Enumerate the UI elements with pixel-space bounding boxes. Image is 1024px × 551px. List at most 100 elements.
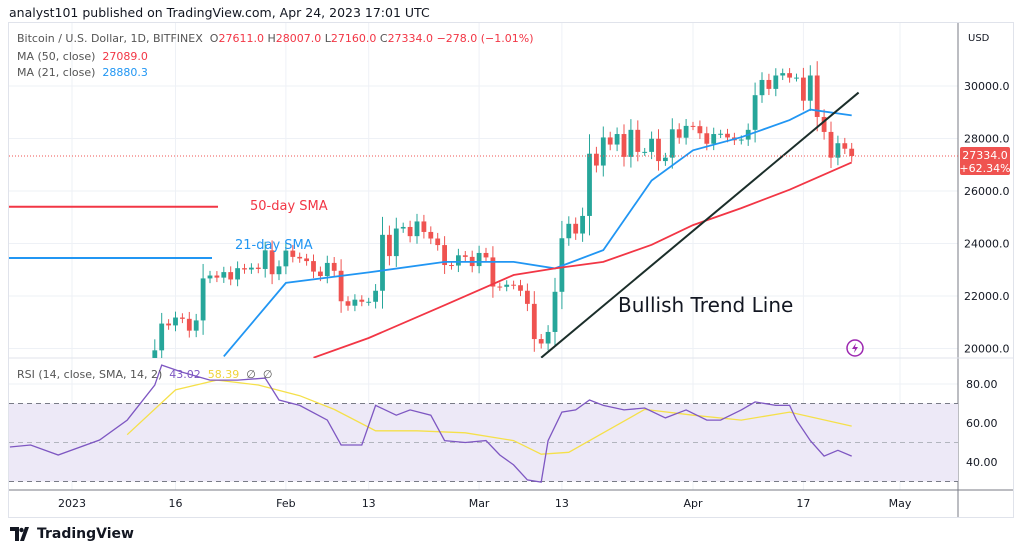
candle <box>393 217 399 267</box>
candle <box>166 319 171 330</box>
candle <box>600 126 606 177</box>
candle-body <box>573 223 579 234</box>
candle <box>462 250 468 262</box>
time-tick-label: 2023 <box>58 497 86 510</box>
candle <box>718 129 723 139</box>
candle-body <box>787 73 792 78</box>
candle-body <box>711 134 717 144</box>
rsi-band <box>9 403 958 482</box>
candle-body <box>821 116 827 132</box>
low-label: L <box>324 32 331 45</box>
symbol-title: Bitcoin / U.S. Dollar, 1D, BITFINEX <box>17 32 203 45</box>
candle-body <box>173 317 178 326</box>
price-axis-unit: USD <box>968 33 990 44</box>
candle-body <box>780 73 786 76</box>
change-value: −278.0 (−1.01%) <box>436 32 534 45</box>
price-tick-label: 24000.0 <box>964 238 1010 251</box>
candle <box>849 142 855 162</box>
candle <box>587 134 592 236</box>
candle-body <box>828 131 834 158</box>
candle <box>787 68 792 83</box>
candle-body <box>759 79 765 96</box>
candle-body <box>842 143 848 149</box>
candle-body <box>255 267 261 269</box>
candle <box>531 291 537 352</box>
candle <box>656 129 661 171</box>
candle-body <box>635 129 641 152</box>
candle <box>690 121 696 131</box>
candle-body <box>180 317 185 319</box>
rsi-sma-line <box>126 379 852 455</box>
candle <box>428 226 434 245</box>
candle-body <box>801 77 806 101</box>
candle <box>835 135 841 166</box>
candle <box>828 121 834 169</box>
candle-body <box>490 257 496 287</box>
candle-body <box>580 215 585 234</box>
candle-body <box>642 151 648 153</box>
logo-text: TradingView <box>37 526 134 542</box>
candle-body <box>159 323 165 351</box>
candle <box>407 220 413 243</box>
candle-body <box>607 137 613 145</box>
candle-body <box>421 221 427 232</box>
price-tick-label: 22000.0 <box>964 290 1010 303</box>
candle <box>255 263 261 274</box>
tradingview-logo[interactable]: TradingView <box>10 526 134 542</box>
rsi-pane <box>9 364 958 483</box>
low-value: 27160.0 <box>330 32 377 45</box>
candle-body <box>766 79 772 89</box>
candle <box>759 72 765 103</box>
candle <box>228 266 234 286</box>
trend-line <box>540 91 860 358</box>
candle <box>697 120 703 139</box>
candle <box>304 253 309 266</box>
candle-body <box>566 223 572 239</box>
price-pane <box>9 61 958 358</box>
candle-body <box>476 252 482 267</box>
rsi-legend[interactable]: RSI (14, close, SMA, 14, 2) 43.02 58.39 … <box>17 368 272 381</box>
candle-body <box>725 133 730 138</box>
candle-body <box>283 250 289 267</box>
rsi-sma-value: 58.39 <box>207 368 240 381</box>
candle <box>607 131 613 151</box>
candle <box>801 67 806 111</box>
candle-body <box>807 75 813 101</box>
ideas-icon <box>846 339 864 357</box>
candle-body <box>186 318 192 331</box>
candle-body <box>262 250 268 269</box>
candle-body <box>373 290 378 302</box>
candle <box>297 252 303 263</box>
candle-body <box>338 270 344 302</box>
ma50-value: 27089.0 <box>102 50 148 63</box>
candle-body <box>380 234 385 291</box>
candle <box>435 232 441 251</box>
candle-body <box>207 275 213 279</box>
time-tick-label: Apr <box>683 497 703 510</box>
ma50-legend[interactable]: MA (50, close) 27089.0 <box>17 50 148 63</box>
candle <box>794 73 799 82</box>
candle-body <box>697 126 703 134</box>
candle <box>621 124 627 167</box>
candle <box>545 325 551 351</box>
candle <box>635 120 641 162</box>
candle <box>311 254 316 279</box>
time-tick-label: May <box>889 497 912 510</box>
ma21-legend[interactable]: MA (21, close) 28880.3 <box>17 66 148 79</box>
ma21-label: MA (21, close) <box>17 66 96 79</box>
candle <box>676 123 682 144</box>
candle-body <box>242 268 247 270</box>
candle <box>262 241 268 278</box>
candle <box>214 271 220 283</box>
candle <box>552 277 558 346</box>
price-tick-label: 30000.0 <box>964 80 1010 93</box>
candle-body <box>331 262 337 271</box>
candle-body <box>752 95 758 130</box>
candle-body <box>200 278 206 321</box>
close-label: C <box>379 32 388 45</box>
candle-body <box>663 157 668 162</box>
candle-body <box>704 133 710 144</box>
candle-body <box>276 266 282 275</box>
candle <box>159 312 165 358</box>
